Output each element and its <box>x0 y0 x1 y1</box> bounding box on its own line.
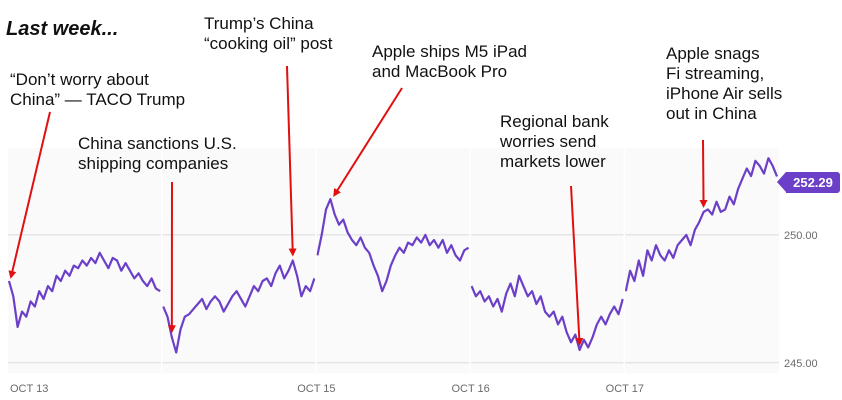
y-tick-label: 245.00 <box>784 358 818 370</box>
price-lines <box>7 148 779 373</box>
session-line <box>7 251 161 329</box>
annotation-sanctions: China sanctions U.S. shipping companies <box>78 134 237 173</box>
session-line <box>624 157 779 292</box>
x-tick-label: OCT 16 <box>451 383 489 395</box>
annotation-arrows <box>8 65 708 346</box>
last-price-badge: 252.29 <box>777 172 840 193</box>
page-title: Last week... <box>6 18 119 40</box>
annotation-taco: “Don’t worry about China” — TACO Trump <box>10 70 186 109</box>
session-line <box>316 198 470 293</box>
annotation-arrow <box>570 185 584 346</box>
annotation-arrow <box>333 87 403 197</box>
annotation-arrow <box>8 111 51 279</box>
annotation-m5: Apple ships M5 iPad and MacBook Pro <box>372 42 527 81</box>
annotation-oil: Trump’s China “cooking oil” post <box>204 14 333 53</box>
axis-ticks: 245.00 250.00 OCT 13 OCT 15 OCT 16 OCT 17 <box>10 230 818 395</box>
y-tick-label: 250.00 <box>784 230 818 242</box>
session-line <box>470 274 624 352</box>
annotation-arrow <box>286 65 297 257</box>
annotation-fi: Apple snags Fi streaming, iPhone Air sel… <box>666 44 783 123</box>
session-line <box>162 259 316 354</box>
annotation-bank: Regional bank worries send markets lower <box>500 112 609 171</box>
x-tick-label: OCT 13 <box>10 383 48 395</box>
x-tick-label: OCT 17 <box>606 383 644 395</box>
annotation-arrow <box>699 139 708 208</box>
x-tick-label: OCT 15 <box>297 383 335 395</box>
